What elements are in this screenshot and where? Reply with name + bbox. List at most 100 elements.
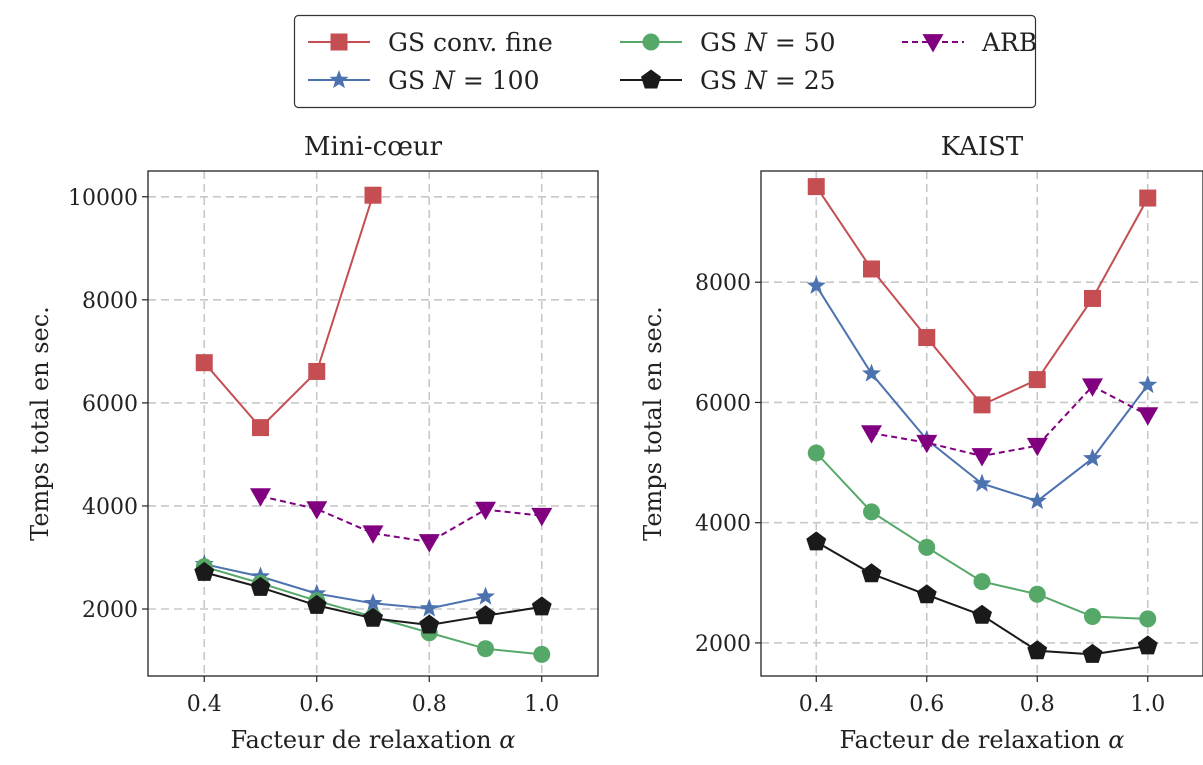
legend-frame [293,14,1037,109]
x-tick-label: 1.0 [1130,692,1165,717]
data-point-gs_n25 [1027,640,1048,660]
data-point-gs_n25 [916,584,937,604]
legend-entry-gs_n50: GS N = 50 [620,28,836,57]
data-point-gs_n50 [477,640,494,658]
data-point-gs_n25 [306,594,327,614]
data-point-gs_n100 [1027,491,1047,510]
y-tick-label: 4000 [695,512,751,537]
data-point-arb [971,448,993,467]
data-point-gs_n50 [1139,610,1157,628]
axes-frame [760,170,1203,677]
data-point-gs_fine [807,178,825,196]
data-point-gs_fine [863,260,880,278]
data-point-arb [475,501,496,521]
legend-entry-gs_n100: GS N = 100 [308,66,539,95]
data-point-arb [306,501,328,520]
data-point-gs_n50 [1084,607,1101,625]
data-point-gs_n100 [1138,375,1158,394]
y-axis-label: Temps total en sec. [26,306,54,541]
series-group [194,186,553,663]
data-point-gs_n25 [972,604,992,624]
data-point-gs_n25 [475,605,496,625]
legend-label: ARB [981,28,1037,57]
data-point-gs_n100 [363,593,383,612]
data-point-gs_n50 [807,444,825,462]
data-point-gs_fine [1139,189,1157,207]
data-point-arb [916,434,938,454]
data-point-gs_fine [252,419,269,437]
y-tick-label: 6000 [695,391,751,416]
data-point-arb [1026,437,1048,457]
data-point-gs_n100 [972,473,992,492]
series-line-gs_fine [203,194,374,430]
data-point-gs_fine [195,354,213,372]
x-tick-label: 0.6 [909,692,944,717]
legend-marker-icon [330,33,348,51]
data-point-gs_n50 [863,503,880,521]
data-point-gs_n25 [806,531,827,551]
axes-frame [147,170,599,677]
data-point-gs_n25 [1137,635,1158,655]
plot-mini-coeur: 0.4 0.6 0.8 1.0 2000 4000 6000 8000 10000 Mini-cœ… [26,132,599,754]
legend-marker-icon [329,70,349,89]
legend-label: GS N = 25 [700,66,836,95]
y-tick-label: 2000 [82,598,138,623]
x-tick-label: 0.8 [412,692,447,717]
series-line-gs_n100 [204,563,486,610]
data-point-gs_fine [918,329,936,347]
series-line-arb [871,384,1149,458]
data-point-gs_fine [1028,371,1046,389]
x-tick-label: 1.0 [524,692,559,717]
data-point-gs_n25 [861,563,882,583]
y-tick-label: 4000 [82,495,138,520]
data-point-gs_n100 [1083,448,1102,467]
data-point-gs_n100 [476,586,495,605]
data-point-arb [250,488,271,507]
legend: GS conv. fine GS N = 50 ARB GS N = 100 GS N … [293,14,1037,109]
data-point-gs_n50 [1028,585,1046,603]
legend-entry-gs_n25: GS N = 25 [620,66,836,95]
y-tick-label: 2000 [695,632,751,657]
data-point-gs_n50 [918,538,936,556]
x-tick-label: 0.8 [1020,692,1055,717]
y-axis-label: Temps total en sec. [639,306,667,541]
data-point-gs_n100 [419,598,439,617]
data-point-arb [1082,378,1103,397]
series-line-gs_n25 [815,541,1148,656]
data-point-arb [531,507,553,527]
data-point-gs_n100 [806,275,826,294]
data-point-gs_n50 [533,645,551,663]
data-point-gs_n50 [973,573,991,591]
series-line-arb [260,495,542,544]
data-point-arb [1137,407,1159,426]
data-point-arb [362,525,384,544]
data-point-gs_n25 [250,576,271,596]
data-point-gs_fine [973,396,991,414]
data-point-gs_n25 [194,561,215,581]
data-point-gs_fine [308,362,326,380]
x-tick-label: 0.6 [299,692,334,717]
series-group [806,178,1159,663]
legend-label: GS N = 50 [700,28,836,57]
legend-marker-icon [641,69,661,89]
legend-entry-arb: ARB [902,28,1037,57]
x-tick-label: 0.4 [187,692,222,717]
legend-entry-gs_fine: GS conv. fine [308,28,553,57]
y-tick-label: 8000 [695,271,751,296]
data-point-gs_fine [1084,289,1101,307]
x-axis-label: Facteur de relaxation α [840,726,1125,754]
legend-marker-icon [642,33,660,51]
data-point-arb [418,534,440,553]
legend-label: GS N = 100 [388,66,539,95]
x-axis-label: Facteur de relaxation α [231,726,516,754]
y-tick-label: 10000 [68,186,138,211]
legend-label: GS conv. fine [388,28,553,57]
legend-marker-icon [922,34,944,53]
data-point-gs_n25 [363,607,383,627]
data-point-arb [861,425,882,444]
data-point-gs_fine [364,186,382,204]
x-tick-label: 0.4 [799,692,834,717]
y-tick-label: 8000 [82,289,138,314]
data-point-gs_n100 [862,363,881,382]
